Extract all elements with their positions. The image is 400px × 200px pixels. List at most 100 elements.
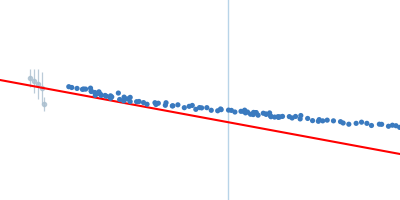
Point (120, 99, 127, 102)
Point (103, 95, 110, 98)
Point (80, 87, 87, 91)
Point (320, 119, 326, 122)
Point (204, 106, 210, 109)
Point (364, 122, 370, 125)
Point (240, 110, 247, 113)
Point (155, 102, 162, 105)
Point (337, 120, 344, 123)
Point (340, 121, 346, 125)
Point (134, 100, 140, 103)
Point (92, 91, 98, 94)
Point (127, 96, 133, 99)
Point (181, 106, 188, 109)
Point (225, 108, 232, 112)
Point (247, 113, 254, 116)
Point (368, 124, 375, 127)
Point (252, 111, 259, 114)
Point (115, 91, 122, 95)
Point (376, 123, 382, 126)
Point (298, 114, 304, 117)
Point (232, 110, 238, 114)
Point (385, 125, 392, 128)
Point (279, 115, 286, 118)
Point (107, 94, 114, 97)
Point (277, 115, 283, 118)
Point (124, 97, 130, 100)
Point (263, 112, 269, 116)
Point (79, 88, 86, 91)
Point (309, 119, 316, 122)
Point (378, 123, 385, 126)
Point (169, 104, 176, 108)
Point (136, 100, 142, 103)
Point (189, 104, 196, 107)
Point (316, 118, 322, 121)
Point (393, 124, 399, 127)
Point (330, 119, 337, 122)
Point (152, 101, 158, 104)
Point (98, 94, 104, 97)
Point (127, 100, 133, 103)
Point (214, 109, 221, 112)
Point (218, 108, 224, 111)
Point (88, 89, 94, 93)
Point (238, 110, 244, 113)
Point (92, 94, 98, 97)
Point (266, 111, 273, 115)
Point (275, 116, 282, 119)
Point (217, 107, 224, 111)
Point (144, 103, 150, 106)
Point (208, 109, 214, 112)
Point (253, 111, 260, 114)
Point (82, 88, 89, 91)
Point (244, 110, 251, 114)
Point (304, 117, 311, 120)
Point (198, 106, 205, 109)
Point (153, 103, 159, 106)
Point (96, 90, 102, 93)
Point (163, 101, 169, 104)
Point (196, 106, 203, 109)
Point (102, 94, 108, 97)
Point (396, 126, 400, 129)
Point (193, 108, 199, 111)
Point (324, 119, 330, 122)
Point (242, 109, 248, 112)
Point (116, 98, 123, 101)
Point (260, 112, 266, 115)
Point (107, 97, 114, 100)
Point (186, 105, 192, 108)
Point (74, 87, 80, 90)
Point (250, 111, 257, 114)
Point (289, 116, 295, 120)
Point (275, 115, 281, 118)
Point (297, 117, 303, 121)
Point (97, 93, 104, 96)
Point (250, 113, 256, 116)
Point (263, 113, 269, 116)
Point (353, 122, 359, 125)
Point (346, 123, 352, 126)
Point (255, 114, 261, 117)
Point (315, 120, 322, 123)
Point (68, 86, 75, 89)
Point (268, 115, 274, 118)
Point (94, 92, 100, 95)
Point (66, 85, 72, 88)
Point (242, 111, 249, 114)
Point (267, 114, 274, 117)
Point (271, 115, 278, 119)
Point (87, 87, 94, 90)
Point (228, 109, 234, 112)
Point (170, 104, 176, 107)
Point (175, 103, 181, 106)
Point (162, 104, 168, 107)
Point (292, 115, 299, 118)
Point (108, 95, 115, 98)
Point (389, 124, 396, 127)
Point (358, 121, 365, 124)
Point (88, 90, 94, 93)
Point (286, 115, 292, 118)
Point (140, 101, 147, 104)
Point (121, 96, 127, 99)
